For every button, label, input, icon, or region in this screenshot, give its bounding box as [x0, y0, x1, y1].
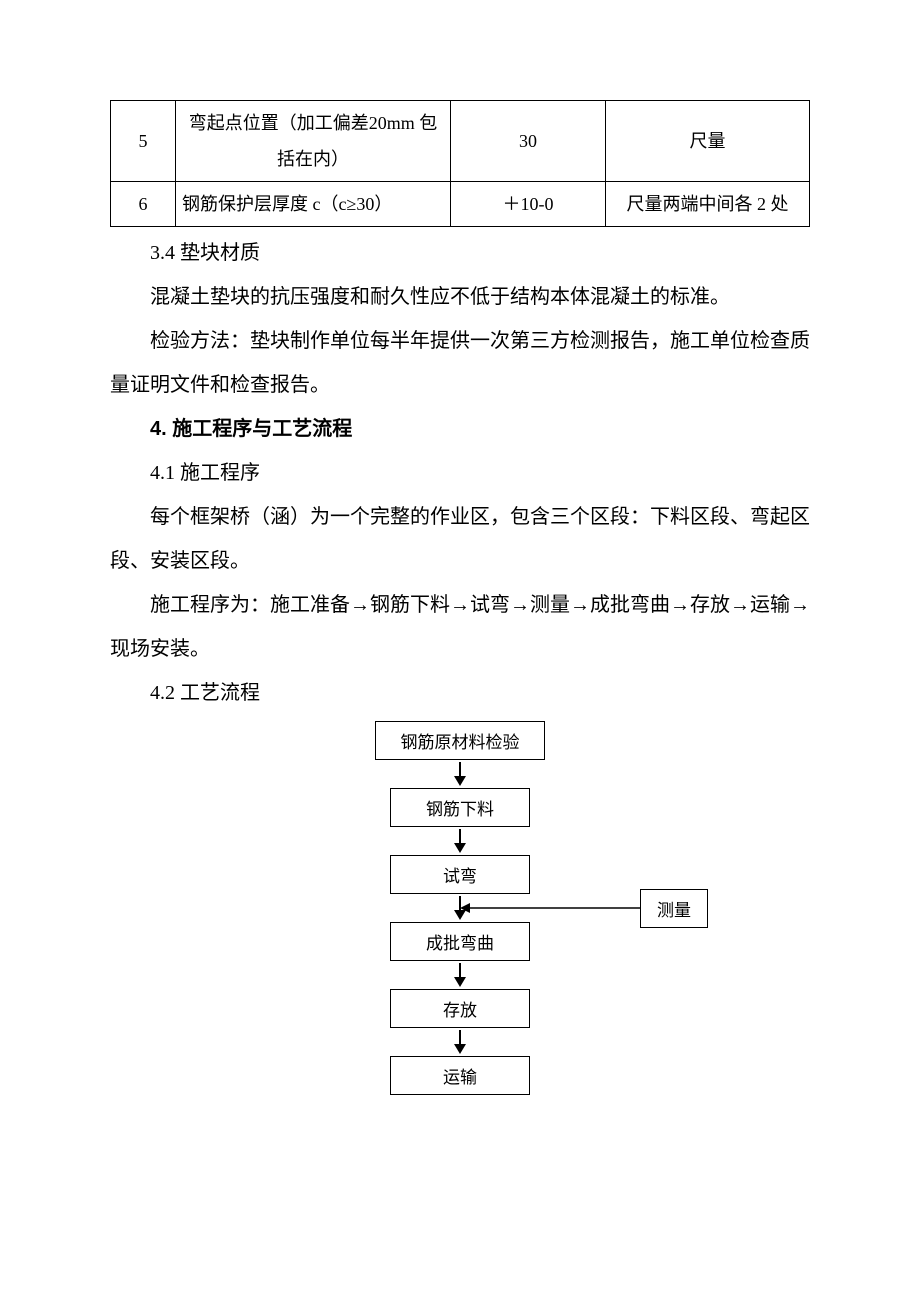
cell-method: 尺量	[606, 101, 810, 182]
para-4-2-title: 4.2 工艺流程	[110, 671, 810, 715]
table-row: 5 弯起点位置（加工偏差20mm 包括在内） 30 尺量	[111, 101, 810, 182]
cell-idx: 5	[111, 101, 176, 182]
flow-connector	[210, 721, 710, 1095]
cell-method: 尺量两端中间各 2 处	[606, 182, 810, 227]
cell-tol: ＋10-0	[451, 182, 606, 227]
cell-tol: 30	[451, 101, 606, 182]
para-3-4-body2: 检验方法：垫块制作单位每半年提供一次第三方检测报告，施工单位检查质量证明文件和检…	[110, 319, 810, 407]
cell-item: 钢筋保护层厚度 c（c≥30）	[176, 182, 451, 227]
para-3-4-body1: 混凝土垫块的抗压强度和耐久性应不低于结构本体混凝土的标准。	[110, 275, 810, 319]
cell-idx: 6	[111, 182, 176, 227]
para-4-1-body1: 每个框架桥（涵）为一个完整的作业区，包含三个区段：下料区段、弯起区段、安装区段。	[110, 495, 810, 583]
para-4-1-title: 4.1 施工程序	[110, 451, 810, 495]
document-page: 5 弯起点位置（加工偏差20mm 包括在内） 30 尺量 6 钢筋保护层厚度 c…	[0, 0, 920, 1155]
para-4-1-body2: 施工程序为：施工准备→钢筋下料→试弯→测量→成批弯曲→存放→运输→现场安装。	[110, 583, 810, 671]
para-3-4-title: 3.4 垫块材质	[110, 231, 810, 275]
cell-item: 弯起点位置（加工偏差20mm 包括在内）	[176, 101, 451, 182]
flowchart: 钢筋原材料检验 钢筋下料 试弯 成批弯曲 存放 运输 测量	[210, 721, 710, 1095]
tolerance-table: 5 弯起点位置（加工偏差20mm 包括在内） 30 尺量 6 钢筋保护层厚度 c…	[110, 100, 810, 227]
table-row: 6 钢筋保护层厚度 c（c≥30） ＋10-0 尺量两端中间各 2 处	[111, 182, 810, 227]
heading-4: 4. 施工程序与工艺流程	[110, 407, 810, 451]
